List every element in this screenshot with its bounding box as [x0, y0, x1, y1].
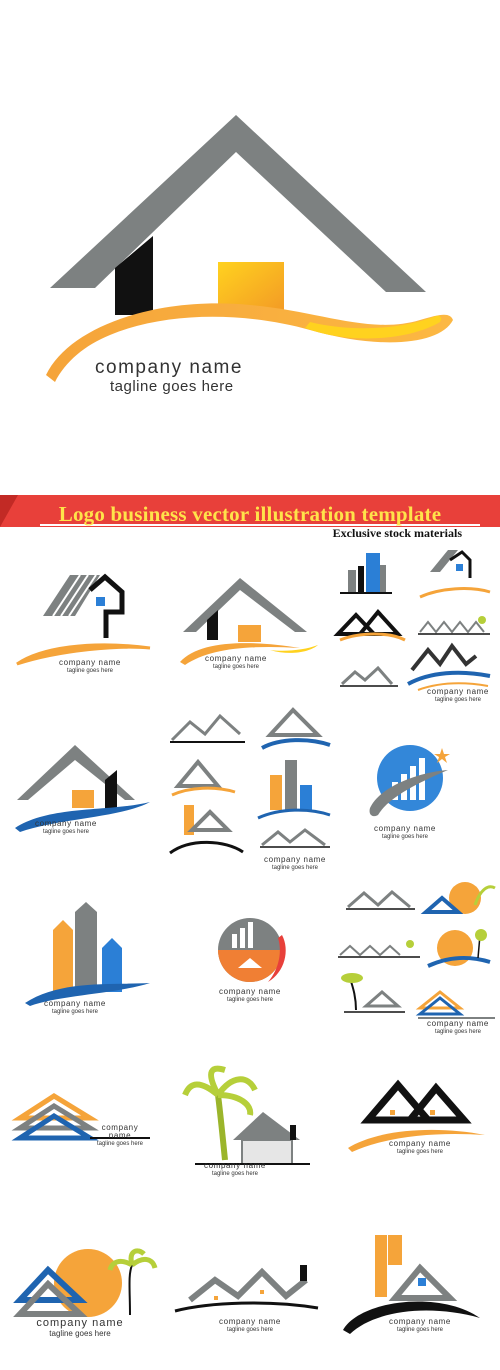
swoosh-accent [305, 315, 442, 339]
logo-roofs-blue-wave [407, 642, 491, 691]
logo-label: company name tagline goes here [210, 987, 290, 1004]
tagline: tagline goes here [396, 1149, 444, 1155]
logo-label: company name tagline goes here [26, 819, 106, 836]
logo-twin-roofs-large [348, 1079, 485, 1152]
tagline: tagline goes here [66, 668, 114, 674]
logo-sun-palm-wave [427, 929, 491, 968]
chimney [115, 236, 153, 315]
logo-label: company name tagline goes here [418, 687, 498, 704]
logo-label: company name tagline goes here [418, 1019, 498, 1036]
company-name: company name [427, 687, 489, 696]
roof [50, 115, 426, 292]
logo-sun-house-palm [13, 1248, 158, 1317]
logo-small-house-4 [169, 805, 244, 855]
logo-small-roofs-5 [260, 828, 330, 848]
logo-small-towers [257, 760, 331, 820]
tagline: tagline goes here [42, 829, 90, 835]
company-name: company name [101, 1123, 139, 1140]
logo-palm-house [341, 973, 405, 1013]
logo-twin-roofs [333, 608, 406, 642]
logo-label: company name tagline goes here [35, 999, 115, 1016]
logo-towers-blue-wave [25, 902, 150, 1006]
company-name: company name [427, 1019, 489, 1028]
hero-tagline: tagline goes here [110, 378, 234, 395]
banner-subtitle: Exclusive stock materials [332, 526, 462, 540]
logo-label: company name tagline goes here [380, 1317, 460, 1334]
logo-grid [11, 550, 496, 1334]
tagline: tagline goes here [271, 865, 319, 871]
logo-label: company name tagline goes here [10, 1318, 150, 1338]
logo-roofs-row-b [338, 940, 420, 958]
company-name: company name [205, 654, 267, 663]
company-name: company name [59, 658, 121, 667]
tagline: tagline goes here [211, 1171, 259, 1177]
logo-buildings-small [340, 553, 392, 594]
logo-roofs-line [340, 665, 398, 687]
company-name: company name [44, 999, 106, 1008]
company-name: company name [35, 819, 97, 828]
banner-title: Logo business vector illustration templa… [58, 502, 442, 526]
tagline: tagline goes here [226, 1327, 274, 1333]
company-name: company name [36, 1317, 124, 1329]
logo-house-corner [419, 550, 491, 599]
company-name: company name [264, 855, 326, 864]
tagline: tagline goes here [381, 834, 429, 840]
hero-logo [46, 115, 453, 382]
logo-house-striped-roof [16, 573, 151, 666]
tagline: tagline goes here [49, 1329, 111, 1338]
logo-label: company name tagline goes here [195, 1161, 275, 1178]
logo-house-gray-roof [180, 578, 318, 665]
logo-house-blue-wave [15, 745, 150, 832]
tagline: tagline goes here [226, 997, 274, 1003]
logo-roofs-row-a [346, 890, 415, 910]
logo-label: company name tagline goes here [90, 1123, 150, 1148]
logo-small-roofs-1 [170, 713, 245, 743]
tagline: tagline goes here [96, 1141, 144, 1147]
company-name: company name [389, 1317, 451, 1326]
logo-row-houses [418, 616, 490, 635]
tagline: tagline goes here [396, 1327, 444, 1333]
company-name: company name [389, 1139, 451, 1148]
logo-small-house-3 [171, 758, 236, 797]
swoosh [46, 303, 453, 382]
tagline: tagline goes here [212, 664, 260, 670]
logo-roofs-triple [174, 1265, 319, 1313]
tagline: tagline goes here [434, 697, 482, 703]
logo-label: company name tagline goes here [255, 855, 335, 872]
company-name: company name [219, 1317, 281, 1326]
hero-company-name: company name [95, 357, 243, 378]
logo-label: company name tagline goes here [210, 1317, 290, 1334]
title-banner [0, 495, 500, 527]
logo-tall-house-arc [343, 1235, 480, 1334]
company-name: company name [219, 987, 281, 996]
tagline: tagline goes here [51, 1009, 99, 1015]
logo-label: company name tagline goes here [50, 658, 130, 675]
tagline: tagline goes here [434, 1029, 482, 1035]
logo-label: company name tagline goes here [365, 824, 445, 841]
logo-sunset-house [420, 882, 496, 914]
company-name: company name [374, 824, 436, 833]
logo-layered-roofs [11, 1093, 150, 1141]
logo-label: company name tagline goes here [196, 654, 276, 671]
logo-label: company name tagline goes here [380, 1139, 460, 1156]
logo-circle-chart [218, 918, 286, 982]
logo-small-house-2 [261, 707, 331, 750]
logo-palm-tree-house [182, 1065, 310, 1165]
company-name: company name [204, 1161, 266, 1170]
logo-house-orange-roof [415, 990, 495, 1019]
logo-chart-swoosh [369, 745, 450, 817]
